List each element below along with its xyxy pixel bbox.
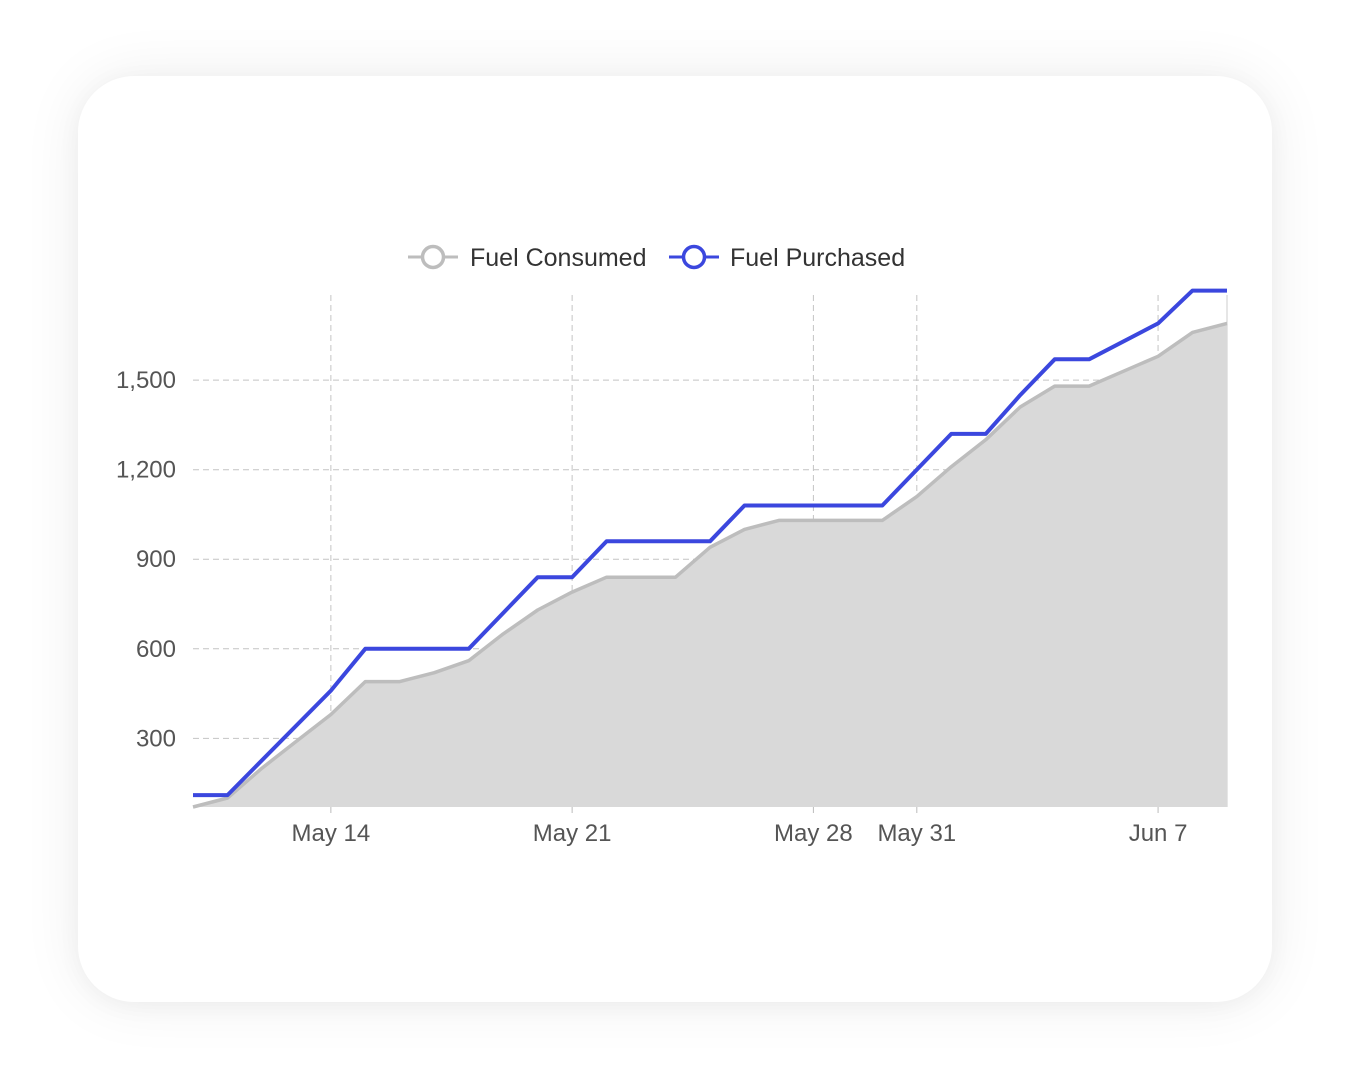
y-tick-label: 1,200: [116, 457, 176, 484]
x-tick-label: May 31: [877, 820, 956, 847]
y-tick-label: 1,500: [116, 367, 176, 394]
x-tick-label: Jun 7: [1129, 820, 1188, 847]
legend-label-fuel-purchased: Fuel Purchased: [730, 244, 905, 272]
legend-marker-fuel-consumed: [420, 244, 446, 270]
area-fill-fuel-consumed: [193, 323, 1227, 807]
series-line-fuel-consumed: [192, 321, 1228, 809]
legend-item-fuel-consumed[interactable]: Fuel Consumed: [408, 244, 646, 272]
series-layer: [192, 288, 1228, 809]
y-tick-label: 900: [136, 546, 176, 573]
legend-label-fuel-consumed: Fuel Consumed: [470, 244, 646, 272]
y-tick-label: 300: [136, 725, 176, 752]
legend-marker-fuel-purchased: [681, 244, 707, 270]
legend-item-fuel-purchased[interactable]: Fuel Purchased: [669, 244, 905, 272]
y-tick-label: 600: [136, 636, 176, 663]
x-tick-label: May 21: [533, 820, 612, 847]
x-tick-label: May 14: [292, 820, 371, 847]
axis-labels: 300 600 900 1,200 1,500 May 14 May 21 May 28 May…: [116, 367, 1187, 847]
chart-legend[interactable]: Fuel Consumed Fuel Purchased: [408, 244, 905, 272]
series-line-fuel-purchased: [193, 288, 1227, 798]
x-tick-label: May 28: [774, 820, 853, 847]
